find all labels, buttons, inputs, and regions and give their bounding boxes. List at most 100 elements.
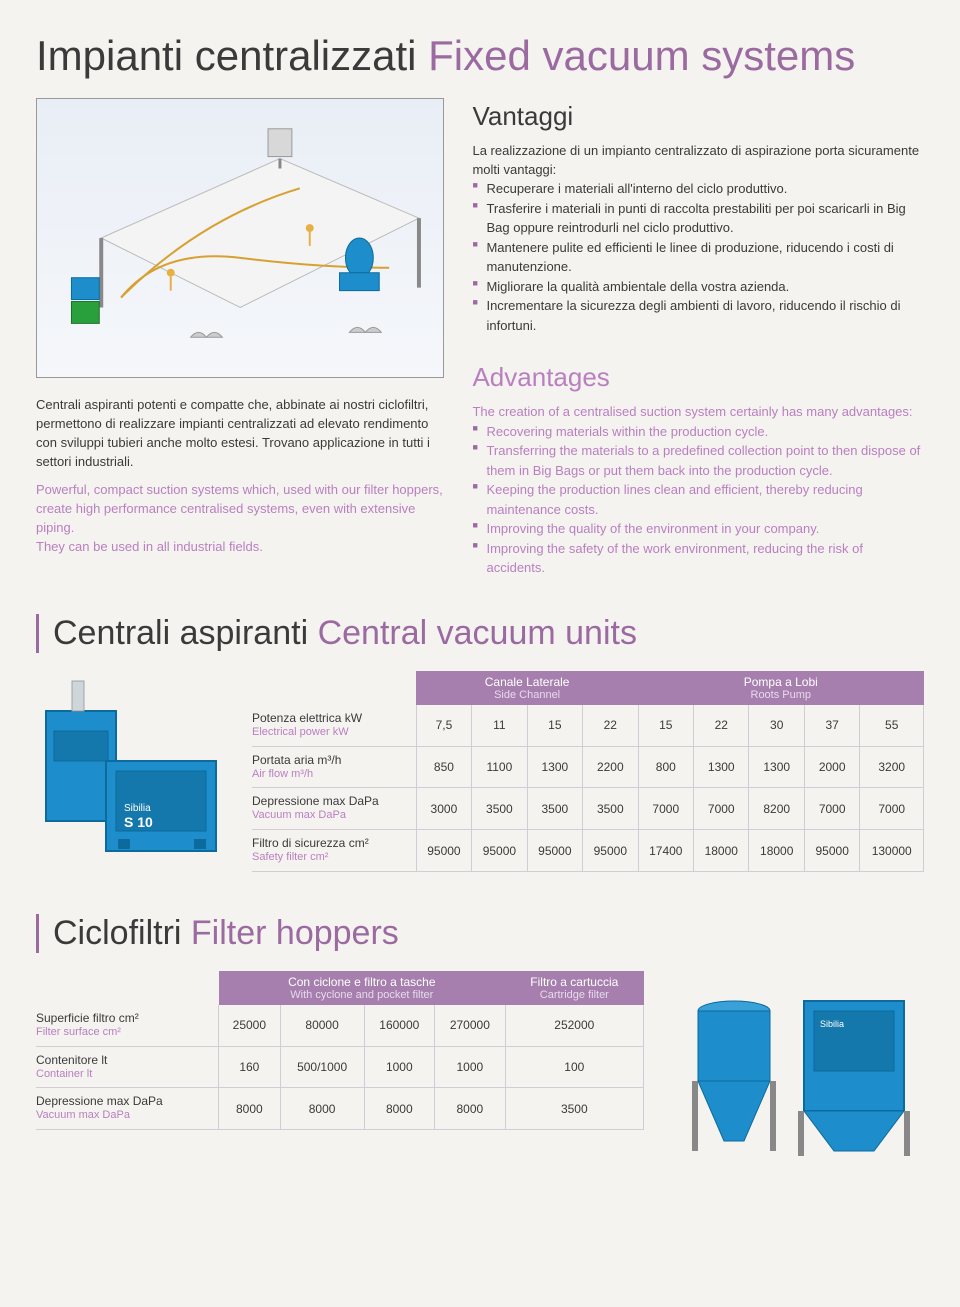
vantaggi-item: Incrementare la sicurezza degli ambienti… (472, 296, 924, 335)
table-cell: 18000 (694, 830, 749, 872)
advantages-heading: Advantages (472, 359, 924, 397)
table-cell: 3200 (860, 746, 924, 788)
intro-text: Centrali aspiranti potenti e compatte ch… (36, 396, 444, 557)
table-cell: 3500 (472, 788, 527, 830)
table-row: Portata aria m³/hAir flow m³/h8501100130… (252, 746, 924, 788)
table-cell: 95000 (527, 830, 582, 872)
ciclo-product-image: Sibilia (664, 971, 924, 1161)
ciclo-group1-header: Con ciclone e filtro a tasche With cyclo… (219, 971, 506, 1005)
table-cell: 15 (638, 705, 693, 746)
table-cell: 95000 (472, 830, 527, 872)
ciclo-title-en: Filter hoppers (191, 914, 399, 952)
advantages-item: Transferring the materials to a predefin… (472, 441, 924, 480)
page-title-en: Fixed vacuum systems (428, 32, 855, 79)
table-cell: 1000 (364, 1046, 435, 1088)
advantages-item: Improving the safety of the work environ… (472, 539, 924, 578)
table-cell: 7000 (638, 788, 693, 830)
vantaggi-item: Mantenere pulite ed efficienti le linee … (472, 238, 924, 277)
table-cell: 160000 (364, 1005, 435, 1046)
table-cell: 2200 (583, 746, 638, 788)
advantages-list: Recovering materials within the producti… (472, 422, 924, 578)
table-cell: 800 (638, 746, 693, 788)
table-cell: 8000 (280, 1088, 364, 1130)
advantages-lead: The creation of a centralised suction sy… (472, 403, 924, 422)
ciclo-title-it: Ciclofiltri (53, 914, 181, 952)
table-cell: 3500 (505, 1088, 643, 1130)
table-cell: 270000 (435, 1005, 506, 1046)
table-cell: 22 (583, 705, 638, 746)
svg-text:Sibilia: Sibilia (124, 803, 151, 814)
row-label: Filtro di sicurezza cm²Safety filter cm² (252, 830, 416, 872)
table-cell: 7000 (860, 788, 924, 830)
central-group2-header: Pompa a Lobi Roots Pump (638, 671, 923, 705)
page-title: Impianti centralizzati Fixed vacuum syst… (36, 32, 924, 80)
table-cell: 30 (749, 705, 804, 746)
table-cell: 2000 (804, 746, 859, 788)
advantages-block: Advantages The creation of a centralised… (472, 359, 924, 578)
table-cell: 7000 (694, 788, 749, 830)
vantaggi-item: Recuperare i materiali all'interno del c… (472, 179, 924, 199)
table-cell: 37 (804, 705, 859, 746)
ciclo-spec-table: Con ciclone e filtro a tasche With cyclo… (36, 971, 644, 1130)
table-cell: 8200 (749, 788, 804, 830)
row-label: Portata aria m³/hAir flow m³/h (252, 746, 416, 788)
central-section-title: Centrali aspiranti Central vacuum units (36, 614, 924, 653)
table-cell: 95000 (583, 830, 638, 872)
table-cell: 3500 (583, 788, 638, 830)
central-title-en: Central vacuum units (318, 614, 637, 652)
table-cell: 8000 (435, 1088, 506, 1130)
table-cell: 25000 (219, 1005, 281, 1046)
ciclo-section-title: Ciclofiltri Filter hoppers (36, 914, 924, 953)
table-cell: 17400 (638, 830, 693, 872)
advantages-item: Recovering materials within the producti… (472, 422, 924, 442)
table-cell: 18000 (749, 830, 804, 872)
advantages-item: Keeping the production lines clean and e… (472, 480, 924, 519)
table-cell: 15 (527, 705, 582, 746)
intro-it: Centrali aspiranti potenti e compatte ch… (36, 396, 444, 471)
central-group1-header: Canale Laterale Side Channel (416, 671, 638, 705)
intro-en2: They can be used in all industrial field… (36, 539, 263, 554)
table-cell: 11 (472, 705, 527, 746)
table-cell: 80000 (280, 1005, 364, 1046)
vantaggi-heading: Vantaggi (472, 98, 924, 136)
row-label: Superficie filtro cm²Filter surface cm² (36, 1005, 219, 1046)
table-cell: 1300 (694, 746, 749, 788)
ciclo-group2-header: Filtro a cartuccia Cartridge filter (505, 971, 643, 1005)
advantages-item: Improving the quality of the environment… (472, 519, 924, 539)
table-row: Superficie filtro cm²Filter surface cm²2… (36, 1005, 644, 1046)
table-cell: 3500 (527, 788, 582, 830)
central-product-image: Sibilia S 10 (36, 671, 236, 861)
table-cell: 160 (219, 1046, 281, 1088)
table-cell: 500/1000 (280, 1046, 364, 1088)
table-cell: 1300 (527, 746, 582, 788)
table-row: Potenza elettrica kWElectrical power kW7… (252, 705, 924, 746)
table-row: Contenitore ltContainer lt160500/1000100… (36, 1046, 644, 1088)
vantaggi-lead: La realizzazione di un impianto centrali… (472, 142, 924, 180)
table-cell: 1100 (472, 746, 527, 788)
table-cell: 850 (416, 746, 471, 788)
table-cell: 8000 (364, 1088, 435, 1130)
table-cell: 1000 (435, 1046, 506, 1088)
svg-text:S 10: S 10 (124, 814, 153, 830)
row-label: Depressione max DaPaVacuum max DaPa (252, 788, 416, 830)
vantaggi-item: Trasferire i materiali in punti di racco… (472, 199, 924, 238)
central-title-it: Centrali aspiranti (53, 614, 308, 652)
vantaggi-block: Vantaggi La realizzazione di un impianto… (472, 98, 924, 335)
table-cell: 22 (694, 705, 749, 746)
svg-text:Sibilia: Sibilia (820, 1019, 844, 1029)
row-label: Potenza elettrica kWElectrical power kW (252, 705, 416, 746)
central-tbody: Potenza elettrica kWElectrical power kW7… (252, 705, 924, 872)
table-cell: 95000 (804, 830, 859, 872)
table-cell: 8000 (219, 1088, 281, 1130)
table-cell: 100 (505, 1046, 643, 1088)
ciclo-tbody: Superficie filtro cm²Filter surface cm²2… (36, 1005, 644, 1130)
system-diagram (36, 98, 444, 378)
page-title-it: Impianti centralizzati (36, 32, 416, 79)
central-spec-table: Canale Laterale Side Channel Pompa a Lob… (252, 671, 924, 872)
table-row: Depressione max DaPaVacuum max DaPa80008… (36, 1088, 644, 1130)
row-label: Contenitore ltContainer lt (36, 1046, 219, 1088)
table-cell: 7,5 (416, 705, 471, 746)
table-cell: 130000 (860, 830, 924, 872)
vantaggi-item: Migliorare la qualità ambientale della v… (472, 277, 924, 297)
table-cell: 55 (860, 705, 924, 746)
